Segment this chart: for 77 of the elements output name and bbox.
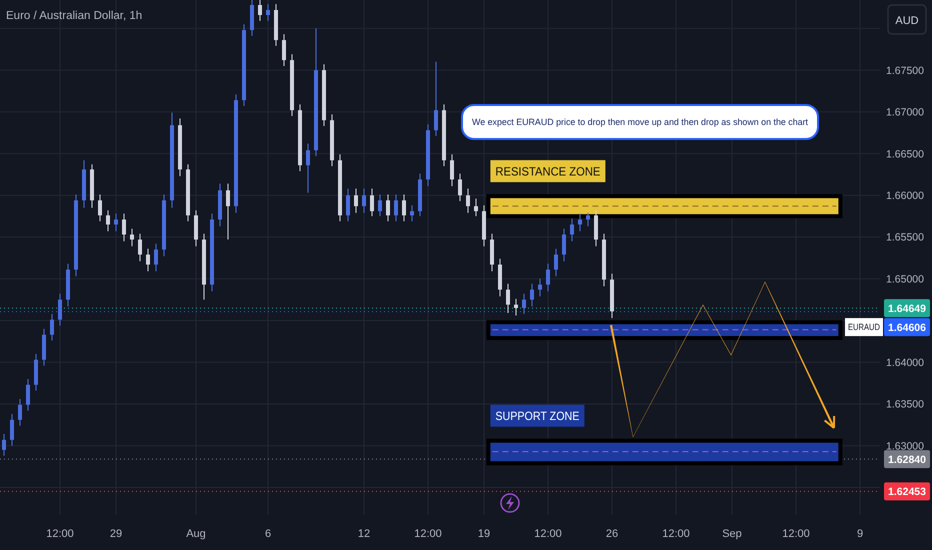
candlestick [538, 278, 542, 297]
ref-line-label: 1.62453 [888, 486, 926, 498]
x-tick-label: 19 [478, 528, 490, 540]
candlestick [58, 293, 62, 326]
candlestick [98, 194, 102, 222]
band-label: RESISTANCE ZONE [495, 164, 608, 178]
candlestick [370, 188, 374, 217]
y-tick-label: 1.65500 [886, 232, 924, 244]
text: AUD [895, 14, 919, 27]
candlestick [122, 213, 126, 242]
candlestick [138, 233, 142, 262]
candlestick [466, 188, 470, 214]
candlestick [18, 398, 22, 426]
candlestick [154, 243, 158, 272]
speech-bubble: We expect EURAUD price to drop then move up and then drop as shown on the chart [461, 104, 819, 140]
x-tick-label: 12:00 [46, 528, 74, 540]
ref-line-label: 1.62840 [888, 454, 926, 466]
candlestick [514, 298, 518, 316]
candlestick [130, 228, 134, 247]
x-tick-label: 12:00 [782, 528, 810, 540]
candlestick [146, 248, 150, 272]
candlestick [306, 143, 310, 194]
band-label: SUPPORT ZONE [495, 408, 590, 423]
candlestick [26, 378, 30, 412]
y-tick-label: 1.65000 [886, 273, 924, 286]
candlestick [114, 213, 118, 232]
candlestick [2, 434, 6, 456]
candlestick [266, 4, 270, 22]
y-tick-label: 1.66500 [886, 148, 924, 160]
y-tick-label: 1.63000 [886, 440, 924, 452]
candlestick [586, 212, 590, 227]
candlestick [450, 154, 454, 187]
ref-line-label: 1.64649 [888, 302, 926, 315]
candlestick [394, 194, 398, 222]
candlestick [578, 213, 582, 232]
candlestick [570, 218, 574, 242]
candlestick [402, 194, 406, 222]
y-tick-label: 1.64000 [886, 356, 924, 369]
candlestick [530, 283, 534, 307]
candlestick [378, 194, 382, 217]
candlestick [50, 313, 54, 342]
x-tick-label: 9 [856, 528, 864, 540]
x-tick-label: 12:00 [414, 528, 442, 540]
candlestick [386, 194, 390, 222]
candlestick [546, 263, 550, 292]
candlestick [410, 204, 414, 222]
annotation: We expect EURAUD price to drop then move up and then drop as shown on the chart [472, 117, 814, 128]
candlestick [106, 210, 110, 232]
y-tick-label: 1.67000 [886, 106, 924, 119]
x-tick-label: 26 [606, 528, 618, 540]
x-tick-label: 12 [358, 528, 370, 540]
candlestick [10, 414, 14, 446]
x-tick-label: 12:00 [662, 528, 690, 540]
candlestick [354, 188, 358, 214]
y-tick-label: 1.67500 [886, 64, 924, 77]
candlestick [226, 183, 230, 240]
ref-line-label: 1.64606 [888, 322, 926, 334]
x-tick-label: 12:00 [534, 528, 562, 540]
candlestick [506, 283, 510, 314]
candlestick [362, 188, 366, 214]
x-tick-label: Aug [186, 528, 206, 540]
candlestick [434, 61, 438, 137]
x-tick-label: 29 [110, 528, 122, 540]
candlestick [458, 173, 462, 202]
y-tick-label: 1.66000 [886, 190, 924, 202]
x-tick-label: Sep [722, 528, 742, 540]
candlestick [346, 188, 350, 222]
y-tick-label: 1.63500 [886, 398, 924, 411]
x-tick-label: 6 [264, 528, 272, 540]
candlestick [474, 198, 478, 217]
annotation: EURAUD [848, 322, 886, 332]
candlestick [282, 34, 286, 66]
candlestick [522, 293, 526, 314]
candlestick [258, 0, 262, 22]
candlestick [562, 228, 566, 262]
candlestick [554, 248, 558, 277]
text: Euro / Australian Dollar, 1h [6, 10, 142, 22]
